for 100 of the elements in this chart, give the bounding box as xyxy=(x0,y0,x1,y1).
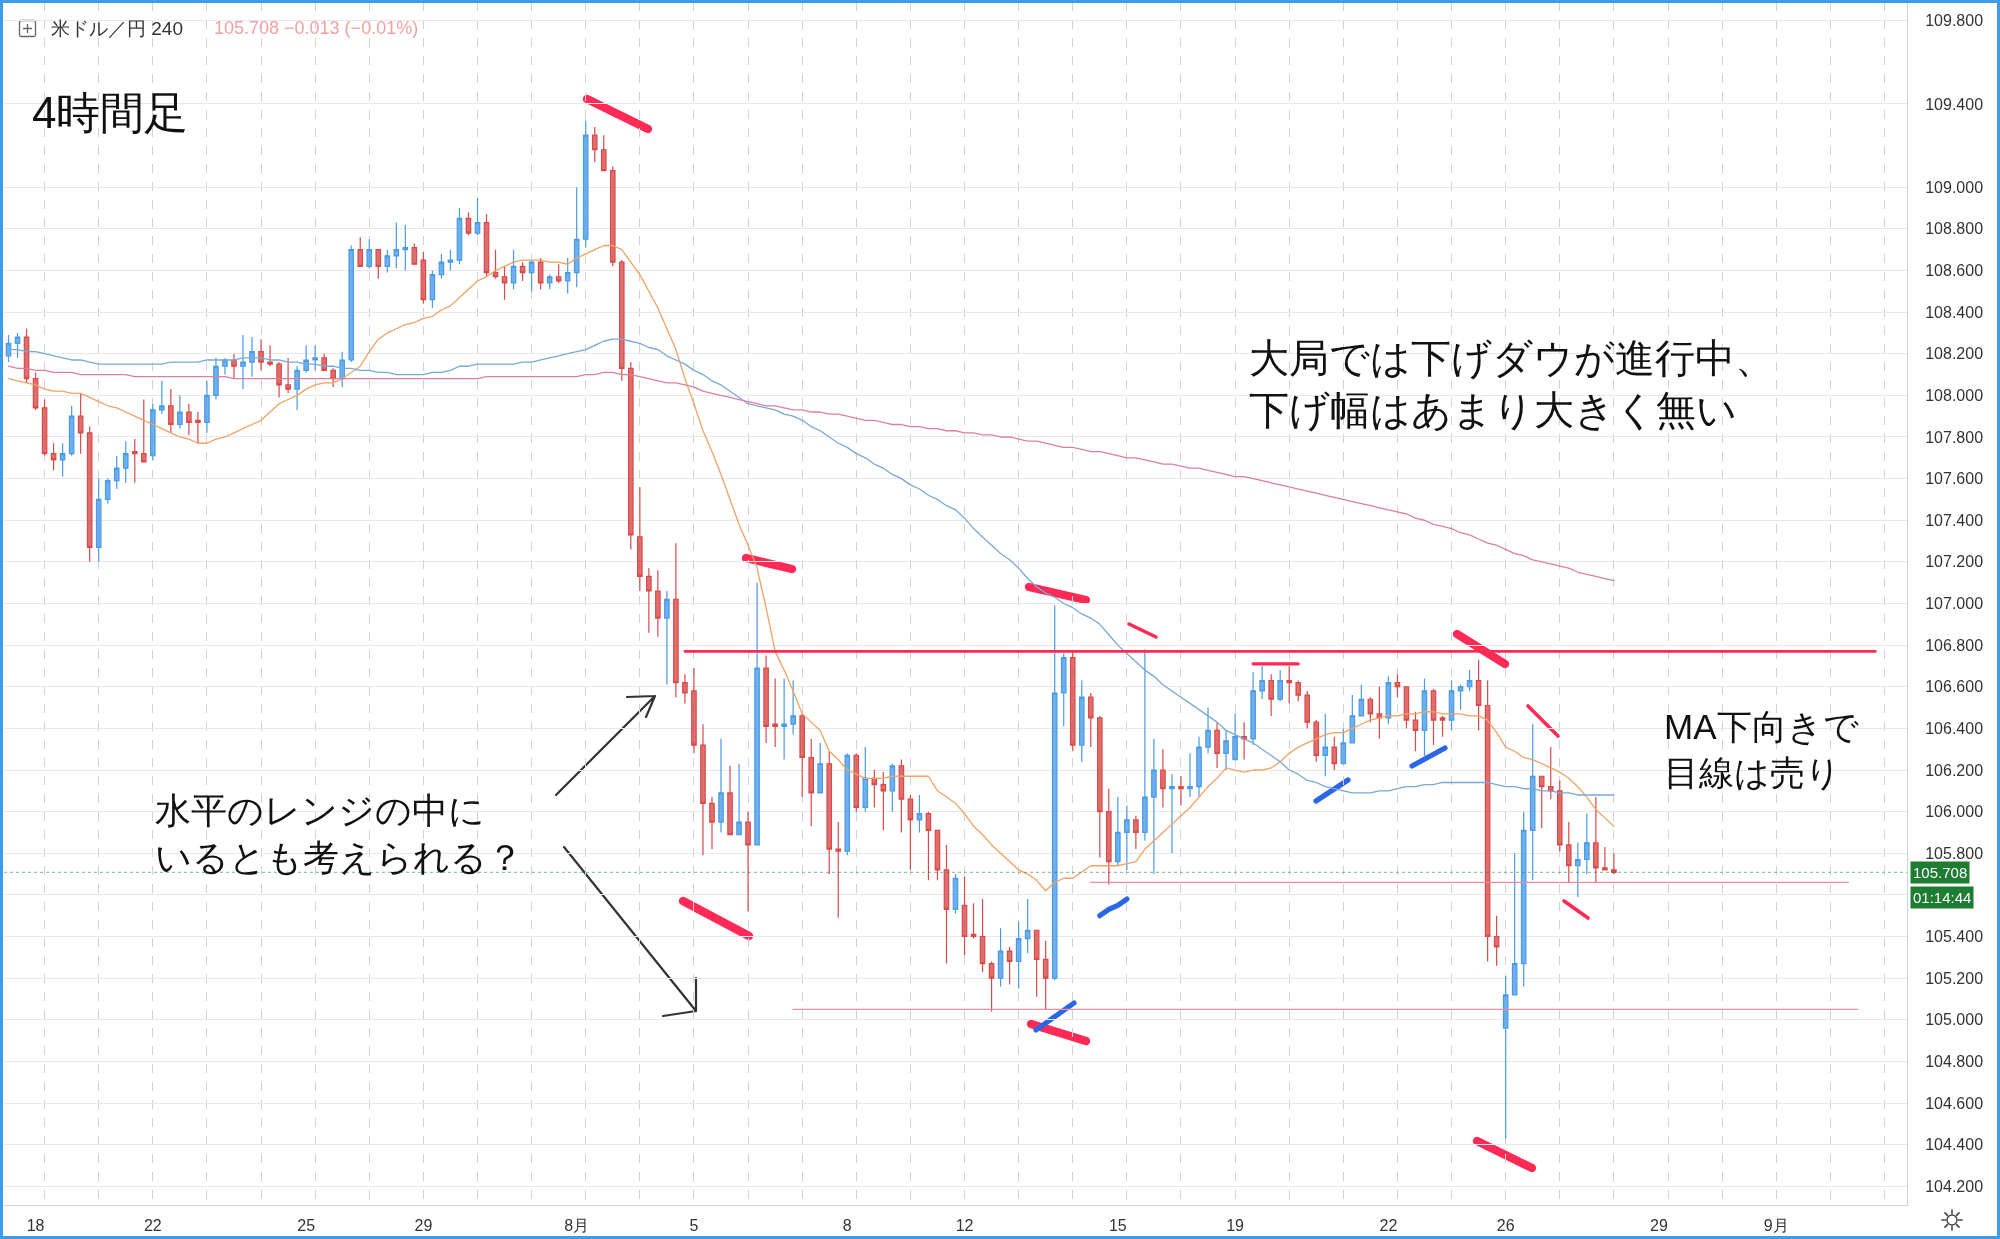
candlestick xyxy=(1033,929,1040,998)
x-tick-label: 9月 xyxy=(1763,1217,1789,1235)
x-tick-label: 26 xyxy=(1496,1217,1515,1235)
candlestick xyxy=(465,211,472,236)
y-tick-label: 108.400 xyxy=(1925,303,1984,321)
candlestick xyxy=(664,590,670,686)
annotation: 水平のレンジの中にいるとも考えられる？ xyxy=(155,790,523,878)
candlestick xyxy=(1160,748,1166,809)
candlestick xyxy=(50,442,57,471)
candlestick xyxy=(1547,746,1554,800)
candlestick xyxy=(1556,779,1563,852)
candlestick xyxy=(1241,721,1247,761)
candlestick xyxy=(104,478,111,505)
x-tick-label: 29 xyxy=(414,1217,433,1235)
candlestick xyxy=(294,365,300,411)
candlestick xyxy=(204,380,210,434)
candlestick xyxy=(1024,898,1031,954)
candlestick xyxy=(709,796,715,850)
candlestick xyxy=(1421,677,1428,759)
candlestick xyxy=(700,723,706,856)
candlestick xyxy=(799,713,805,798)
candlestick xyxy=(312,344,318,371)
candlestick xyxy=(862,746,869,813)
candlestick xyxy=(1069,650,1076,752)
candlestick xyxy=(77,392,84,455)
candlestick xyxy=(961,875,968,956)
candlestick xyxy=(1448,679,1455,732)
candlestick xyxy=(1124,804,1130,871)
candlestick xyxy=(546,274,553,290)
candlestick xyxy=(916,794,923,834)
annotation: 105.708 −0.013 (−0.01%) xyxy=(214,18,419,38)
candlestick xyxy=(528,259,535,292)
candlestick xyxy=(682,673,688,704)
candlestick xyxy=(582,120,589,249)
candlestick xyxy=(1412,711,1419,752)
annotation: MA下向きで目線は売り xyxy=(1664,707,1859,792)
candlestick xyxy=(1250,671,1256,746)
candlestick xyxy=(808,738,815,827)
candlestick xyxy=(1475,659,1482,732)
candlestick xyxy=(979,898,986,973)
candlestick xyxy=(555,263,562,284)
candlestick xyxy=(276,361,282,399)
candlestick xyxy=(348,244,355,363)
candlestick xyxy=(1051,604,1058,981)
y-tick-label: 107.000 xyxy=(1925,595,1984,613)
candlestick xyxy=(86,425,93,563)
x-tick-label: 29 xyxy=(1650,1217,1668,1235)
candlestick xyxy=(573,186,580,288)
y-tick-label: 107.400 xyxy=(1925,511,1984,529)
y-tick-label: 108.200 xyxy=(1925,345,1984,363)
candlestick xyxy=(41,398,48,457)
candlestick xyxy=(772,677,778,748)
candlestick xyxy=(618,259,625,382)
candlestick xyxy=(970,902,977,940)
candlestick xyxy=(898,759,905,834)
candlestick xyxy=(1223,729,1229,771)
y-tick-label: 106.000 xyxy=(1925,803,1984,821)
candlestick xyxy=(600,134,607,172)
candlestick xyxy=(763,654,769,744)
candlestick xyxy=(1232,713,1238,761)
x-tick-label: 8 xyxy=(842,1217,852,1235)
y-tick-label: 105.000 xyxy=(1925,1011,1984,1029)
candlestick xyxy=(1575,842,1581,898)
candlestick xyxy=(1187,752,1193,798)
candlestick xyxy=(14,332,21,359)
candlestick xyxy=(727,765,733,836)
candlestick xyxy=(1042,940,1049,1010)
candlestick xyxy=(438,253,445,280)
candlestick xyxy=(1511,852,1518,996)
x-tick-label: 8月 xyxy=(564,1217,590,1235)
candlestick xyxy=(591,126,598,163)
candlestick xyxy=(366,238,373,270)
ref-line-label: 105.708 xyxy=(1913,864,1968,881)
candlestick xyxy=(889,763,896,813)
candlestick xyxy=(456,207,463,265)
annotation: 大局では下げダウが進行中、下げ幅はあまり大きく無い xyxy=(1249,336,1775,432)
y-tick-label: 106.200 xyxy=(1925,761,1984,779)
y-tick-label: 104.600 xyxy=(1925,1094,1984,1112)
candlestick xyxy=(68,405,75,457)
y-tick-label: 104.400 xyxy=(1925,1136,1984,1154)
candlestick xyxy=(1214,721,1220,769)
candlestick xyxy=(267,344,273,367)
candlestick xyxy=(1277,669,1283,702)
candlestick xyxy=(781,677,787,761)
candlestick xyxy=(222,357,228,376)
candlestick xyxy=(853,752,860,813)
candlestick xyxy=(1078,679,1085,763)
x-tick-label: 22 xyxy=(143,1217,162,1235)
candlestick xyxy=(59,442,66,478)
candlestick xyxy=(393,222,400,270)
y-tick-label: 106.800 xyxy=(1925,636,1984,654)
candlestick xyxy=(1520,811,1527,988)
candlestick xyxy=(1457,684,1464,711)
candlestick xyxy=(213,357,219,401)
candlestick xyxy=(321,353,327,371)
x-tick-label: 5 xyxy=(689,1217,699,1235)
candlestick xyxy=(303,344,309,374)
candlestick xyxy=(420,251,427,305)
candlestick xyxy=(997,927,1004,988)
candlestick xyxy=(150,403,156,461)
